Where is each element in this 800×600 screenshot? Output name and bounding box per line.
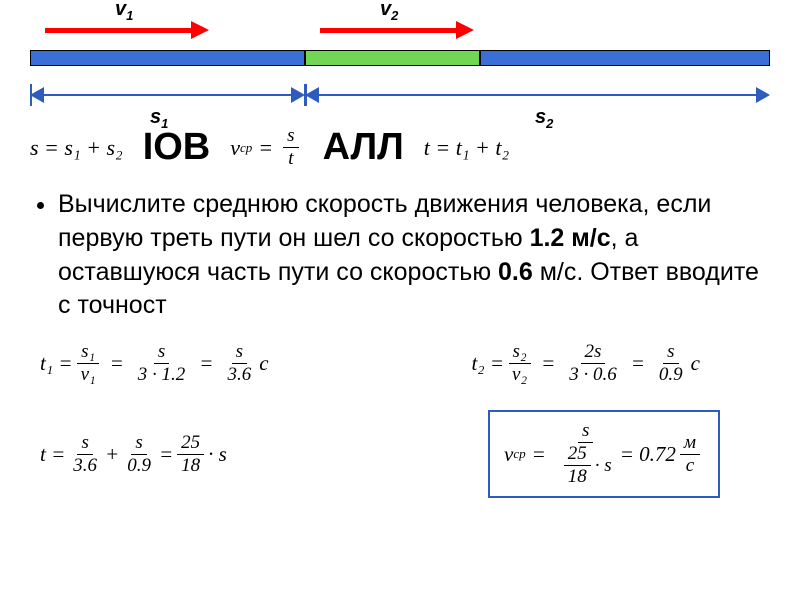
track-segment-1 — [30, 50, 305, 66]
headline-part2: АЛЛ — [323, 126, 404, 169]
top-formula-row: s = s₁ + s₂ ІОВ vср = st АЛЛ t = t₁ + t₂ — [30, 125, 770, 170]
problem-text: Вычислите среднюю скорость движения чело… — [30, 188, 770, 323]
velocity-diagram: v1 v2 s1 s2 — [30, 20, 770, 120]
v1-arrow — [45, 28, 195, 33]
v2-arrow — [320, 28, 460, 33]
v1-label: v1 — [115, 0, 133, 23]
formula-s-sum: s = s₁ + s₂ — [30, 135, 123, 161]
formula-t-sum: t = t₁ + t₂ — [424, 135, 509, 161]
v2-label: v2 — [380, 0, 398, 23]
formula-t1: t₁ = s₁v₁ = s3 · 1.2 = s3.6 c — [40, 341, 269, 386]
formula-t2: t₂ = s₂v₂ = 2s3 · 0.6 = s0.9 c — [471, 341, 700, 386]
s1-label: s1 — [150, 106, 168, 131]
track-segment-2 — [305, 50, 480, 66]
mid-formula-row: t₁ = s₁v₁ = s3 · 1.2 = s3.6 c t₂ = s₂v₂ … — [30, 341, 770, 386]
s2-label: s2 — [535, 106, 553, 131]
track-segment-3 — [480, 50, 770, 66]
formula-t-total: t = s3.6 + s0.9 = 2518 · s — [40, 410, 227, 498]
bottom-formula-row: t = s3.6 + s0.9 = 2518 · s vср = s 2518 … — [30, 410, 770, 498]
formula-vcp-result: vср = s 2518 · s = 0.72 мс — [488, 410, 720, 498]
headline-part1: ІОВ — [143, 126, 211, 169]
formula-vcp: vср = st — [230, 125, 302, 170]
